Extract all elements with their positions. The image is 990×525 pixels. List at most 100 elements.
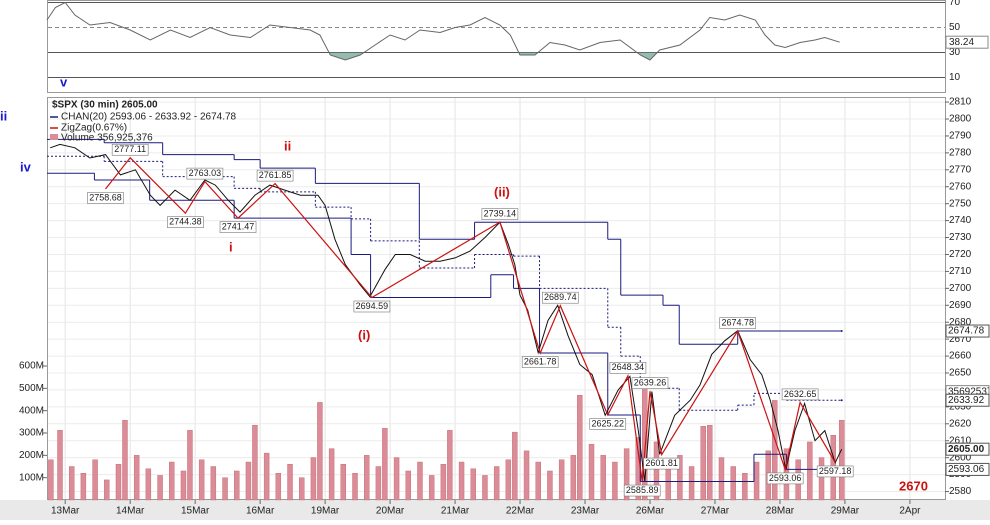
zigzag-label-box: [186, 167, 224, 180]
x-tick-label: 26Mar: [636, 506, 665, 517]
rsi-line: [46, 1, 840, 61]
volume-bar: [275, 473, 282, 501]
rsi-oversold-fill: [47, 52, 840, 60]
y-tick-label: 300M: [19, 428, 44, 439]
y-tick-label: 100M: [19, 472, 44, 483]
zigzag-label-box: [219, 221, 257, 233]
volume-bar: [157, 475, 163, 501]
volume-bar: [352, 473, 358, 501]
volume-bar: [245, 461, 252, 501]
y-tick-label: 2620: [949, 418, 972, 429]
volume-bar: [688, 466, 695, 501]
zigzag-label: 2694.59: [356, 301, 389, 311]
y-tick-label: 2610: [949, 435, 972, 446]
zigzag-label-box: [542, 291, 579, 304]
volume-bar: [187, 430, 193, 501]
zigzag-label: 2632.65: [784, 389, 817, 399]
legend-swatch: [50, 134, 58, 140]
x-tick-label: 27Mar: [701, 506, 730, 517]
volume-bar: [535, 461, 541, 501]
volume-bar: [482, 475, 488, 501]
zigzag-label: 2601.81: [645, 458, 678, 468]
volume-bar: [512, 431, 518, 501]
x-tick-label: 19Mar: [311, 506, 340, 517]
y-tick-label: 2740: [949, 215, 972, 226]
wave-label: iv: [20, 159, 32, 174]
zigzag-label: 2585.89: [626, 485, 659, 495]
wave-label: v: [60, 74, 68, 89]
y-tick-label: 2700: [949, 283, 972, 294]
volume-bar: [68, 466, 75, 501]
x-tick-label: 23Mar: [571, 506, 600, 517]
volume-bar: [505, 459, 512, 501]
y-tick-label: 70: [949, 0, 961, 8]
volume-bar: [753, 461, 760, 501]
zigzag-label-box: [256, 169, 294, 182]
zigzag-label-box: [87, 192, 124, 204]
volume-bar: [393, 457, 400, 501]
x-axis-band: [0, 500, 990, 520]
volume-bar: [80, 473, 87, 501]
zigzag-label: 2639.26: [634, 378, 667, 388]
volume-bar: [48, 459, 54, 501]
volume-bar: [310, 457, 317, 501]
marker-label: 2674.78: [948, 326, 985, 337]
x-tick-label: 28Mar: [766, 506, 795, 517]
wave-label: ii: [284, 138, 291, 153]
volume-bar: [742, 473, 748, 501]
wave-label: ii: [0, 108, 7, 123]
volume-bar: [807, 441, 813, 501]
y-tick-label: 2680: [949, 317, 972, 328]
wave-label: 2670: [899, 478, 928, 493]
zigzag-label-box: [781, 388, 819, 401]
volume-bar: [428, 475, 435, 501]
zigzag-label: 2739.14: [484, 208, 517, 218]
volume-bar: [252, 424, 258, 501]
volume-bar: [772, 400, 778, 501]
y-tick-label: 400M: [19, 405, 44, 416]
volume-bar: [458, 461, 465, 501]
zigzag-label: 2661.78: [524, 356, 557, 366]
x-tick-label: 14Mar: [116, 506, 145, 517]
volume-bar: [263, 452, 270, 501]
volume-bar: [145, 468, 152, 501]
y-tick-label: 2660: [949, 351, 972, 362]
zigzag-label-box: [816, 465, 854, 478]
zigzag-label: 2744.38: [169, 217, 202, 227]
volume-bar: [447, 430, 453, 501]
volume-bar: [677, 455, 683, 501]
y-tick-label: 500M: [19, 383, 44, 394]
volume-bar: [234, 470, 240, 501]
wave-label: (i): [358, 327, 370, 342]
volume-bar: [317, 402, 323, 501]
channel-upper-end: [840, 330, 843, 333]
volume-bar: [470, 468, 476, 501]
volume-bar: [718, 457, 725, 501]
zigzag-label-box: [631, 377, 669, 389]
x-tick-label: 16Mar: [246, 506, 275, 517]
chart-title: $SPX (30 min) 2605.00: [52, 100, 158, 111]
zigzag-label: 2674.78: [721, 317, 754, 327]
volume-bar: [700, 426, 706, 501]
price-panel: [47, 97, 946, 500]
volume-bar: [570, 455, 577, 501]
zigzag-label-box: [353, 300, 391, 313]
volume-bar: [363, 455, 370, 501]
volume-bar: [547, 470, 553, 501]
y-tick-label: 2670: [949, 334, 972, 345]
volume-bar: [198, 459, 205, 501]
wave-label: i: [229, 239, 233, 254]
value-box: [945, 393, 990, 407]
y-tick-label: 2580: [949, 486, 972, 497]
zigzag-label: 2597.18: [819, 466, 852, 476]
y-tick-label: 50: [949, 22, 961, 33]
y-tick-label: 2760: [949, 181, 972, 192]
volume-bar: [417, 461, 423, 501]
volume-bar: [382, 428, 388, 501]
zigzag-label: 2625.22: [591, 418, 624, 428]
volume-bar: [440, 464, 447, 501]
zigzag-label: 2758.68: [89, 192, 122, 202]
value-box: [945, 462, 990, 476]
volume-bar: [558, 459, 565, 501]
zigzag-label-box: [481, 208, 519, 220]
